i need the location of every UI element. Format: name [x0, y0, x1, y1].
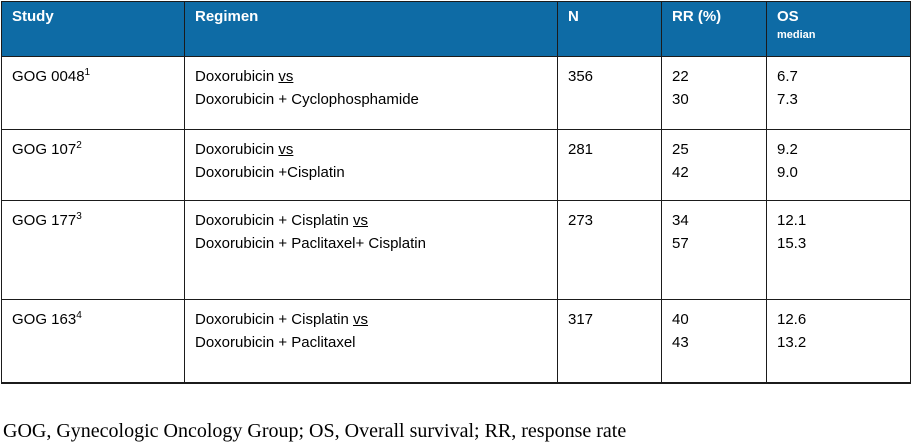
regimen-arm-1: Doxorubicin	[195, 68, 275, 85]
table-row: GOG 1634 Doxorubicin + Cisplatin vs Doxo…	[1, 299, 911, 384]
cell-rr: 40 43	[661, 299, 767, 384]
table-row: GOG 1773 Doxorubicin + Cisplatin vs Doxo…	[1, 200, 911, 300]
header-os-label: OS	[777, 8, 799, 25]
study-name: GOG 0048	[12, 68, 85, 85]
header-study: Study	[1, 1, 185, 57]
regimen-arm-1: Doxorubicin + Cisplatin	[195, 311, 349, 328]
rr-arm-1: 25	[672, 141, 689, 158]
cell-n: 281	[557, 129, 662, 201]
cell-n: 317	[557, 299, 662, 384]
cell-rr: 25 42	[661, 129, 767, 201]
os-arm-2: 13.2	[777, 334, 807, 351]
rr-arm-2: 43	[672, 334, 689, 351]
header-regimen: Regimen	[184, 1, 558, 57]
cell-n: 356	[557, 56, 662, 130]
cell-os: 6.7 7.3	[766, 56, 911, 130]
cell-regimen: Doxorubicin + Cisplatin vs Doxorubicin +…	[184, 200, 558, 300]
rr-arm-1: 22	[672, 68, 689, 85]
cell-regimen: Doxorubicin + Cisplatin vs Doxorubicin +…	[184, 299, 558, 384]
rr-arm-2: 42	[672, 164, 689, 181]
regimen-arm-2: Doxorubicin + Cyclophosphamide	[195, 91, 419, 108]
cell-rr: 22 30	[661, 56, 767, 130]
cell-study: GOG 1072	[1, 129, 185, 201]
header-os: OS median	[766, 1, 911, 57]
header-row: Study Regimen N RR (%) OS median	[1, 1, 911, 57]
regimen-vs: vs	[278, 141, 294, 158]
study-name: GOG 163	[12, 311, 77, 328]
study-ref: 3	[76, 211, 82, 222]
regimen-vs: vs	[353, 212, 368, 229]
header-n: N	[557, 1, 662, 57]
study-ref: 1	[84, 67, 91, 78]
study-name: GOG 107	[12, 141, 77, 158]
os-arm-1: 6.7	[777, 68, 798, 85]
rr-arm-2: 57	[672, 235, 689, 252]
cell-study: GOG 1773	[1, 200, 185, 300]
table-footnote: GOG, Gynecologic Oncology Group; OS, Ove…	[3, 420, 627, 442]
regimen-vs: vs	[278, 68, 294, 85]
os-arm-1: 9.2	[777, 141, 798, 158]
rr-arm-1: 40	[672, 311, 689, 328]
table-row: GOG 00481 Doxorubicin vs Doxorubicin + C…	[1, 56, 911, 130]
study-ref: 2	[76, 140, 82, 151]
os-arm-2: 15.3	[777, 235, 807, 252]
regimen-arm-2: Doxorubicin + Paclitaxel+ Cisplatin	[195, 235, 426, 252]
cell-rr: 34 57	[661, 200, 767, 300]
regimen-arm-1: Doxorubicin + Cisplatin	[195, 212, 349, 229]
regimen-arm-2: Doxorubicin +Cisplatin	[195, 164, 345, 181]
rr-arm-2: 30	[672, 91, 689, 108]
rr-arm-1: 34	[672, 212, 689, 229]
trials-table: Study Regimen N RR (%) OS median GOG 004…	[1, 1, 911, 384]
cell-regimen: Doxorubicin vs Doxorubicin + Cyclophosph…	[184, 56, 558, 130]
cell-os: 12.1 15.3	[766, 200, 911, 300]
header-rr: RR (%)	[661, 1, 767, 57]
study-name: GOG 177	[12, 212, 77, 229]
os-arm-2: 9.0	[777, 164, 798, 181]
cell-os: 12.6 13.2	[766, 299, 911, 384]
cell-regimen: Doxorubicin vs Doxorubicin +Cisplatin	[184, 129, 558, 201]
regimen-arm-2: Doxorubicin + Paclitaxel	[195, 334, 356, 351]
os-arm-1: 12.6	[777, 311, 807, 328]
cell-study: GOG 00481	[1, 56, 185, 130]
study-ref: 4	[76, 310, 82, 321]
cell-study: GOG 1634	[1, 299, 185, 384]
cell-os: 9.2 9.0	[766, 129, 911, 201]
regimen-vs: vs	[353, 311, 368, 328]
header-os-sub: median	[777, 29, 816, 41]
cell-n: 273	[557, 200, 662, 300]
regimen-arm-1: Doxorubicin	[195, 141, 275, 158]
table-row: GOG 1072 Doxorubicin vs Doxorubicin +Cis…	[1, 129, 911, 201]
os-arm-2: 7.3	[777, 91, 798, 108]
os-arm-1: 12.1	[777, 212, 807, 229]
